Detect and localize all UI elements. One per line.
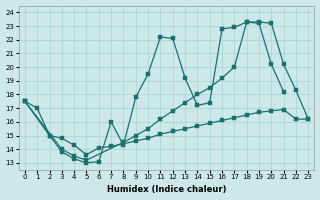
X-axis label: Humidex (Indice chaleur): Humidex (Indice chaleur) — [107, 185, 226, 194]
